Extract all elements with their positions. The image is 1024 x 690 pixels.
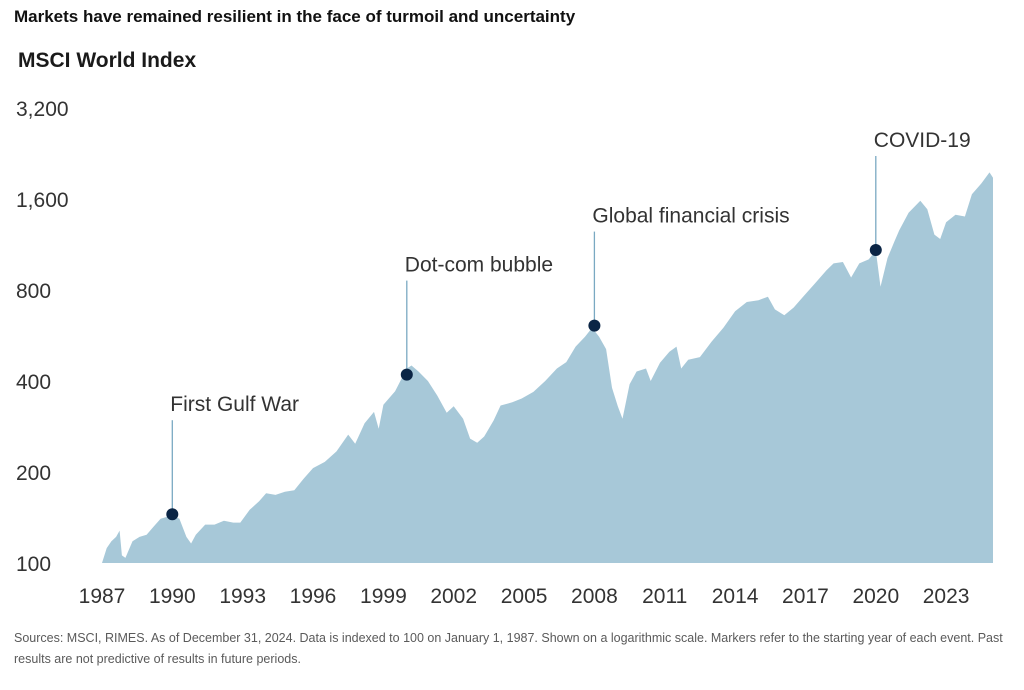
x-tick-label: 1996 — [290, 585, 337, 608]
chart-headline: Markets have remained resilient in the f… — [14, 7, 576, 26]
x-tick-label: 1993 — [219, 585, 266, 608]
event-annotations: First Gulf War Dot-com bubble Global finan… — [166, 129, 971, 521]
y-axis: 100 200 400 800 1,600 3,200 — [16, 98, 69, 576]
y-tick-label: 400 — [16, 371, 51, 394]
series-area-0 — [102, 172, 993, 563]
y-tick-label: 800 — [16, 280, 51, 303]
x-tick-label: 1987 — [79, 585, 126, 608]
annotation-label: Dot-com bubble — [405, 254, 553, 277]
y-tick-label: 1,600 — [16, 189, 69, 212]
x-tick-label: 2023 — [923, 585, 970, 608]
x-tick-label: 2008 — [571, 585, 618, 608]
y-tick-label: 100 — [16, 553, 51, 576]
x-tick-label: 1990 — [149, 585, 196, 608]
x-tick-label: 2005 — [501, 585, 548, 608]
annotation-label: First Gulf War — [170, 393, 299, 416]
annotation-marker — [166, 508, 179, 521]
annotation-marker — [588, 319, 601, 332]
x-tick-label: 2002 — [430, 585, 477, 608]
x-tick-label: 2017 — [782, 585, 829, 608]
annotation-label: Global financial crisis — [592, 205, 789, 228]
y-tick-label: 3,200 — [16, 98, 69, 121]
source-note: Sources: MSCI, RIMES. As of December 31,… — [14, 631, 1003, 666]
x-axis: 1987 1990 1993 1996 1999 2002 2005 2008 2011 2014… — [79, 585, 970, 608]
y-tick-label: 200 — [16, 462, 51, 485]
x-tick-label: 2014 — [712, 585, 759, 608]
annotation-label: COVID-19 — [874, 129, 971, 152]
chart-title: MSCI World Index — [18, 49, 197, 72]
annotation-marker — [869, 244, 882, 256]
x-tick-label: 1999 — [360, 585, 407, 608]
plot-area — [102, 172, 993, 563]
x-tick-label: 2011 — [642, 585, 687, 608]
x-tick-label: 2020 — [852, 585, 899, 608]
annotation-marker — [400, 368, 413, 381]
